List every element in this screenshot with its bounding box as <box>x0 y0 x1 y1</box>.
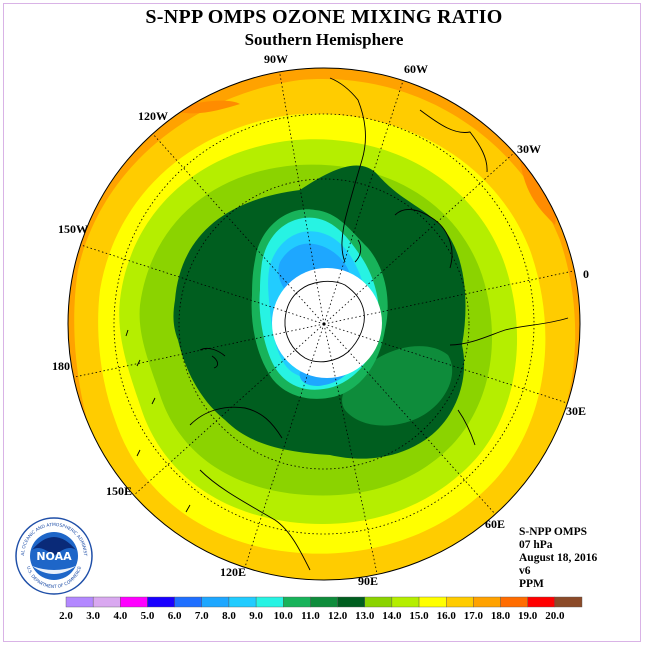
lon-label-60w: 60W <box>404 62 428 76</box>
colorbar-swatch <box>65 596 94 608</box>
colorbar-tick-label: 9.0 <box>249 610 263 622</box>
colorbar-swatch <box>283 596 311 608</box>
pressure-level-label: 07 hPa <box>519 539 553 551</box>
colorbar-tick-label: 20.0 <box>545 610 565 622</box>
meridian-line <box>323 80 404 325</box>
new-zealand-coast <box>199 347 226 369</box>
patch-deep-orange-ne <box>520 160 556 225</box>
colorbar-tick-label: 18.0 <box>491 610 511 622</box>
colorbar-swatches <box>65 596 583 608</box>
colorbar-tick-label: 15.0 <box>409 610 429 622</box>
colorbar-tick-label: 8.0 <box>222 610 236 622</box>
seal-bird-icon <box>32 537 76 556</box>
meridian-line <box>133 323 325 496</box>
lon-label-120w: 120W <box>138 109 168 123</box>
meridian-line <box>323 323 378 575</box>
meridian-line <box>279 71 325 325</box>
colorbar-swatch <box>310 596 338 608</box>
seal-noaa-text: NOAA <box>36 550 72 563</box>
colorbar-tick-label: 14.0 <box>382 610 402 622</box>
africa-coast-south <box>394 208 569 346</box>
map-subtitle: Southern Hemisphere <box>244 30 404 49</box>
map-boundary <box>67 67 581 581</box>
colorbar-swatch <box>92 596 121 608</box>
colorbar-ticks: 2.0 3.0 4.0 5.0 6.0 7.0 8.0 9.0 10.0 11.0 12.0 13.0… <box>59 610 565 622</box>
colorbar-swatch <box>554 596 583 608</box>
colorbar-tick-label: 5.0 <box>141 610 155 622</box>
meridian-line <box>323 323 568 404</box>
colorbar-swatch <box>120 596 148 608</box>
lon-label-0: 0 <box>583 267 589 281</box>
seal-wave-icon <box>32 566 76 574</box>
colorbar-tick-label: 12.0 <box>328 610 348 622</box>
south-pole-dot <box>322 322 326 326</box>
lon-label-60e: 60E <box>485 517 505 531</box>
units-label: PPM <box>519 578 544 590</box>
colorbar-swatch <box>391 596 420 608</box>
colorbar-tick-label: 7.0 <box>195 610 209 622</box>
colorbar-tick-label: 6.0 <box>168 610 182 622</box>
lon-label-120e: 120E <box>220 565 246 579</box>
colorbar-swatch <box>500 596 528 608</box>
lon-label-150e: 150E <box>106 484 132 498</box>
meridian-line <box>152 133 325 325</box>
colorbar-swatch <box>228 596 257 608</box>
colorbar-tick-label: 19.0 <box>518 610 538 622</box>
colorbar-tick-label: 10.0 <box>274 610 294 622</box>
colorbar-swatch <box>147 596 175 608</box>
longitude-labels: 90W 60W 30W 0 30E 60E 90E 120E 150E 180 … <box>52 52 589 588</box>
colorbar-swatch <box>255 596 284 608</box>
colorbar-swatch <box>527 596 556 608</box>
colorbar-swatch <box>418 596 447 608</box>
madagascar-coast <box>457 409 476 446</box>
colorbar-swatch <box>364 596 393 608</box>
colorbar-tick-label: 13.0 <box>355 610 375 622</box>
version-label: v6 <box>519 565 531 577</box>
map-title: S-NPP OMPS OZONE MIXING RATIO <box>145 6 503 28</box>
colorbar-tick-label: 2.0 <box>59 610 73 622</box>
polar-data-gap <box>272 268 382 378</box>
meridian-line <box>80 244 325 325</box>
south-america-coast <box>329 77 366 263</box>
colorbar-tick-label: 16.0 <box>437 610 457 622</box>
australia-coast <box>189 406 311 571</box>
colorbar-swatch <box>174 596 202 608</box>
antarctica-coast <box>284 280 365 363</box>
page-frame <box>3 3 641 642</box>
meridian-lines <box>73 71 575 575</box>
lon-label-150w: 150W <box>58 222 88 236</box>
noaa-seal-icon: NATIONAL OCEANIC AND ATMOSPHERIC ADMINIS… <box>14 516 93 595</box>
meridian-line <box>323 270 575 325</box>
lon-label-30w: 30W <box>517 142 541 156</box>
graticule <box>73 71 575 575</box>
meridian-line <box>244 323 325 568</box>
metadata-block: S-NPP OMPS 07 hPa August 18, 2016 v6 PPM <box>519 526 597 591</box>
colorbar-swatch <box>201 596 230 608</box>
coastlines <box>125 77 569 571</box>
latitude-circle-inner <box>178 178 470 470</box>
colorbar-tick-label: 11.0 <box>301 610 320 622</box>
meridian-line <box>73 323 325 378</box>
colorbar-swatch <box>473 596 501 608</box>
date-label: August 18, 2016 <box>519 552 598 564</box>
colorbar-tick-label: 17.0 <box>464 610 484 622</box>
latitude-circle-outer <box>113 113 535 535</box>
meridian-line <box>323 152 515 325</box>
lon-label-180: 180 <box>52 359 70 373</box>
patch-deep-orange-nw <box>170 100 240 114</box>
lon-label-30e: 30E <box>566 404 586 418</box>
meridian-line <box>323 323 496 515</box>
africa-coast-north <box>419 109 488 173</box>
colorbar-swatch <box>337 596 365 608</box>
colorbar-tick-label: 4.0 <box>113 610 127 622</box>
lon-label-90e: 90E <box>358 574 378 588</box>
colorbar-swatch <box>446 596 474 608</box>
island-marks <box>125 329 191 513</box>
lon-label-90w: 90W <box>264 52 288 66</box>
colorbar-tick-label: 3.0 <box>86 610 100 622</box>
instrument-label: S-NPP OMPS <box>519 526 588 538</box>
